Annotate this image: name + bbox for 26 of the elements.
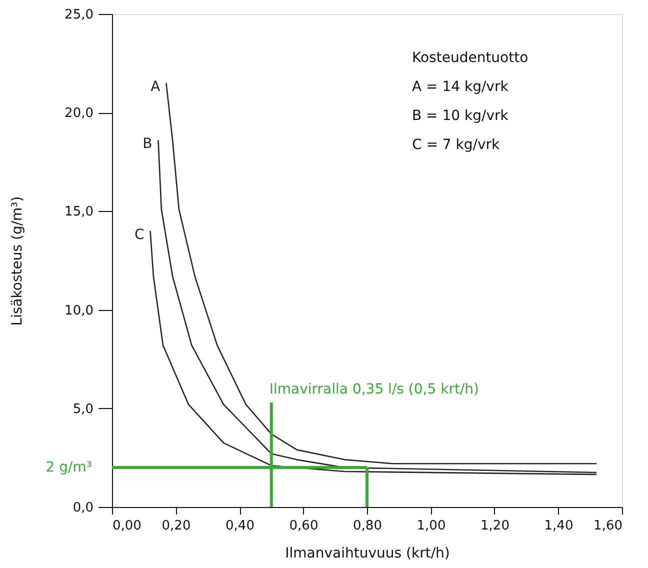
y-tick-label: 0,0: [72, 500, 94, 516]
annotation: B = 10 kg/vrk: [412, 108, 510, 124]
x-axis-title: Ilmanvaihtuvuus (krt/h): [285, 546, 450, 562]
x-tick-label: 0,20: [162, 518, 191, 534]
x-tick-label: 1,40: [544, 518, 574, 534]
x-tick-label: 1,00: [416, 518, 446, 534]
annotation: Kosteudentuotto: [412, 50, 528, 66]
x-tick-label: 0,80: [353, 518, 382, 534]
series-label: C: [134, 226, 144, 243]
y-tick-label: 25,0: [64, 8, 94, 22]
y-axis-title: Lisäkosteus (g/m³): [10, 196, 26, 326]
x-tick-label: 0,40: [226, 518, 254, 534]
x-tick-label: 0,00: [112, 518, 142, 534]
x-tick-label: 1,20: [480, 518, 510, 534]
x-tick-label: 0,60: [289, 518, 318, 534]
y-tick-label: 10,0: [64, 303, 94, 318]
x-tick-label: 1,60: [594, 518, 622, 534]
y-tick-label: 5,0: [72, 402, 94, 417]
y-tick-label: 15,0: [64, 204, 94, 220]
annotation: C = 7 kg/vrk: [412, 137, 501, 153]
annotation: Ilmavirralla 0,35 l/s (0,5 krt/h): [269, 381, 479, 398]
annotation: A = 14 kg/vrk: [412, 79, 510, 95]
y-tick-label: 20,0: [64, 106, 94, 122]
series-label: A: [150, 79, 161, 96]
annotation: 2 g/m³: [46, 460, 92, 476]
series-label: B: [142, 136, 152, 152]
